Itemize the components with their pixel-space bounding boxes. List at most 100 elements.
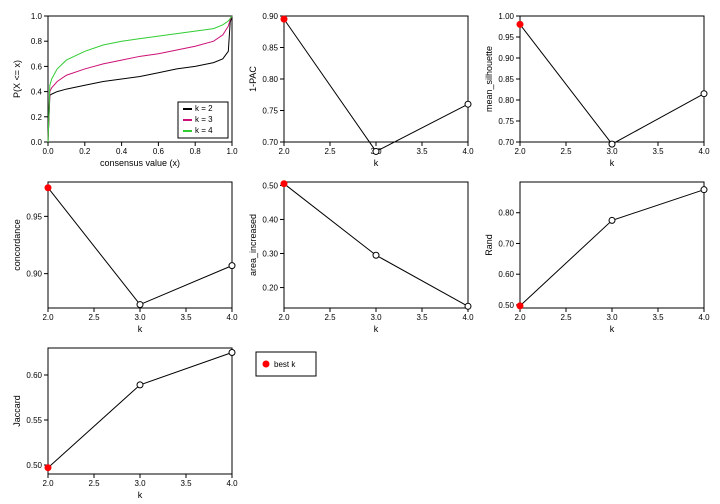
best-k-legend-marker xyxy=(263,361,269,367)
svg-text:2.5: 2.5 xyxy=(560,313,572,322)
svg-text:2.0: 2.0 xyxy=(514,147,526,156)
svg-text:0.80: 0.80 xyxy=(498,96,514,105)
svg-text:area_increased: area_increased xyxy=(248,214,258,276)
svg-text:0.95: 0.95 xyxy=(498,33,514,42)
svg-text:0.70: 0.70 xyxy=(498,239,514,248)
chart-grid: 0.00.20.40.60.81.00.00.20.40.60.81.0cons… xyxy=(10,10,710,494)
cdf-panel: 0.00.20.40.60.81.00.00.20.40.60.81.0cons… xyxy=(10,10,238,168)
svg-text:2.5: 2.5 xyxy=(324,313,336,322)
svg-text:0.4: 0.4 xyxy=(31,88,43,97)
svg-text:0.80: 0.80 xyxy=(498,209,514,218)
svg-text:0.20: 0.20 xyxy=(262,284,278,293)
best-k-point xyxy=(517,21,523,27)
svg-text:3.5: 3.5 xyxy=(652,313,664,322)
data-point xyxy=(137,382,143,388)
data-point xyxy=(229,350,235,356)
svg-text:k: k xyxy=(374,324,379,334)
svg-text:1.0: 1.0 xyxy=(226,147,238,156)
best-k-point xyxy=(45,185,51,191)
svg-text:1.0: 1.0 xyxy=(31,12,43,21)
svg-text:3.0: 3.0 xyxy=(606,313,618,322)
svg-text:2.5: 2.5 xyxy=(324,147,336,156)
svg-text:0.8: 0.8 xyxy=(190,147,202,156)
svg-text:k = 4: k = 4 xyxy=(195,126,213,135)
svg-text:k: k xyxy=(138,490,143,500)
best-k-legend-label: best k xyxy=(274,360,296,369)
svg-text:3.5: 3.5 xyxy=(180,313,192,322)
svg-text:concordance: concordance xyxy=(12,219,22,271)
svg-text:4.0: 4.0 xyxy=(226,313,238,322)
svg-text:1-PAC: 1-PAC xyxy=(248,66,258,92)
svg-text:3.5: 3.5 xyxy=(416,147,428,156)
svg-text:0.2: 0.2 xyxy=(31,113,43,122)
data-point xyxy=(701,91,707,97)
svg-text:0.60: 0.60 xyxy=(26,371,42,380)
metric-panel-concordance: 2.0 2.5 3.0 3.5 4.0 0.90 0.95 k concordance xyxy=(10,176,238,334)
best-k-point xyxy=(281,16,287,22)
svg-text:3.0: 3.0 xyxy=(370,313,382,322)
svg-text:4.0: 4.0 xyxy=(462,147,474,156)
best-k-point xyxy=(281,181,287,187)
data-point xyxy=(465,101,471,107)
svg-text:2.0: 2.0 xyxy=(42,479,54,488)
svg-text:2.0: 2.0 xyxy=(42,313,54,322)
svg-text:0.90: 0.90 xyxy=(26,270,42,279)
svg-text:0.90: 0.90 xyxy=(262,12,278,21)
data-point xyxy=(137,302,143,308)
svg-text:k: k xyxy=(610,324,615,334)
svg-text:mean_silhouette: mean_silhouette xyxy=(484,46,494,112)
svg-text:2.0: 2.0 xyxy=(278,147,290,156)
svg-text:0.60: 0.60 xyxy=(498,270,514,279)
data-point xyxy=(609,141,615,147)
data-point xyxy=(465,303,471,309)
svg-text:0.75: 0.75 xyxy=(262,107,278,116)
svg-text:P(X <= x): P(X <= x) xyxy=(12,60,22,98)
best-k-point xyxy=(45,465,51,471)
svg-text:0.80: 0.80 xyxy=(262,75,278,84)
svg-text:0.70: 0.70 xyxy=(498,138,514,147)
svg-text:0.50: 0.50 xyxy=(498,301,514,310)
svg-text:4.0: 4.0 xyxy=(698,147,710,156)
svg-text:0.85: 0.85 xyxy=(262,44,278,53)
svg-text:0.85: 0.85 xyxy=(498,75,514,84)
data-point xyxy=(373,252,379,258)
svg-text:2.5: 2.5 xyxy=(88,313,100,322)
svg-text:0.0: 0.0 xyxy=(31,138,43,147)
svg-text:k: k xyxy=(138,324,143,334)
svg-text:0.2: 0.2 xyxy=(79,147,91,156)
svg-text:3.0: 3.0 xyxy=(134,313,146,322)
metric-panel-mean_silhouette: 2.02.53.03.54.00.700.750.800.850.900.951… xyxy=(482,10,710,168)
empty-panel xyxy=(482,342,710,500)
data-point xyxy=(701,187,707,193)
svg-text:k = 2: k = 2 xyxy=(195,104,213,113)
svg-text:0.70: 0.70 xyxy=(262,138,278,147)
svg-text:0.6: 0.6 xyxy=(153,147,165,156)
data-point xyxy=(373,148,379,154)
svg-text:0.0: 0.0 xyxy=(42,147,54,156)
best-k-point xyxy=(517,303,523,309)
svg-text:0.90: 0.90 xyxy=(498,54,514,63)
svg-text:3.5: 3.5 xyxy=(416,313,428,322)
svg-text:0.40: 0.40 xyxy=(262,215,278,224)
svg-text:k: k xyxy=(610,158,615,168)
svg-text:k = 3: k = 3 xyxy=(195,115,213,124)
svg-text:0.75: 0.75 xyxy=(498,117,514,126)
svg-text:4.0: 4.0 xyxy=(226,479,238,488)
svg-text:2.0: 2.0 xyxy=(278,313,290,322)
svg-text:2.5: 2.5 xyxy=(560,147,572,156)
svg-text:4.0: 4.0 xyxy=(698,313,710,322)
svg-text:consensus value (x): consensus value (x) xyxy=(100,158,180,168)
svg-text:0.95: 0.95 xyxy=(26,212,42,221)
svg-text:0.55: 0.55 xyxy=(26,416,42,425)
svg-text:3.5: 3.5 xyxy=(180,479,192,488)
data-point xyxy=(609,217,615,223)
svg-text:0.8: 0.8 xyxy=(31,37,43,46)
best-k-legend-panel: best k xyxy=(246,342,474,500)
svg-text:0.4: 0.4 xyxy=(116,147,128,156)
svg-text:Rand: Rand xyxy=(484,234,494,256)
metric-panel-Jaccard: 2.02.53.03.54.00.500.550.60kJaccard xyxy=(10,342,238,500)
svg-text:2.0: 2.0 xyxy=(514,313,526,322)
svg-text:0.50: 0.50 xyxy=(26,461,42,470)
svg-text:1.00: 1.00 xyxy=(498,12,514,21)
metric-panel-Rand: 2.0 2.5 3.0 3.5 4.0 0.50 0.60 0.70 0.80 k Rand xyxy=(482,176,710,334)
